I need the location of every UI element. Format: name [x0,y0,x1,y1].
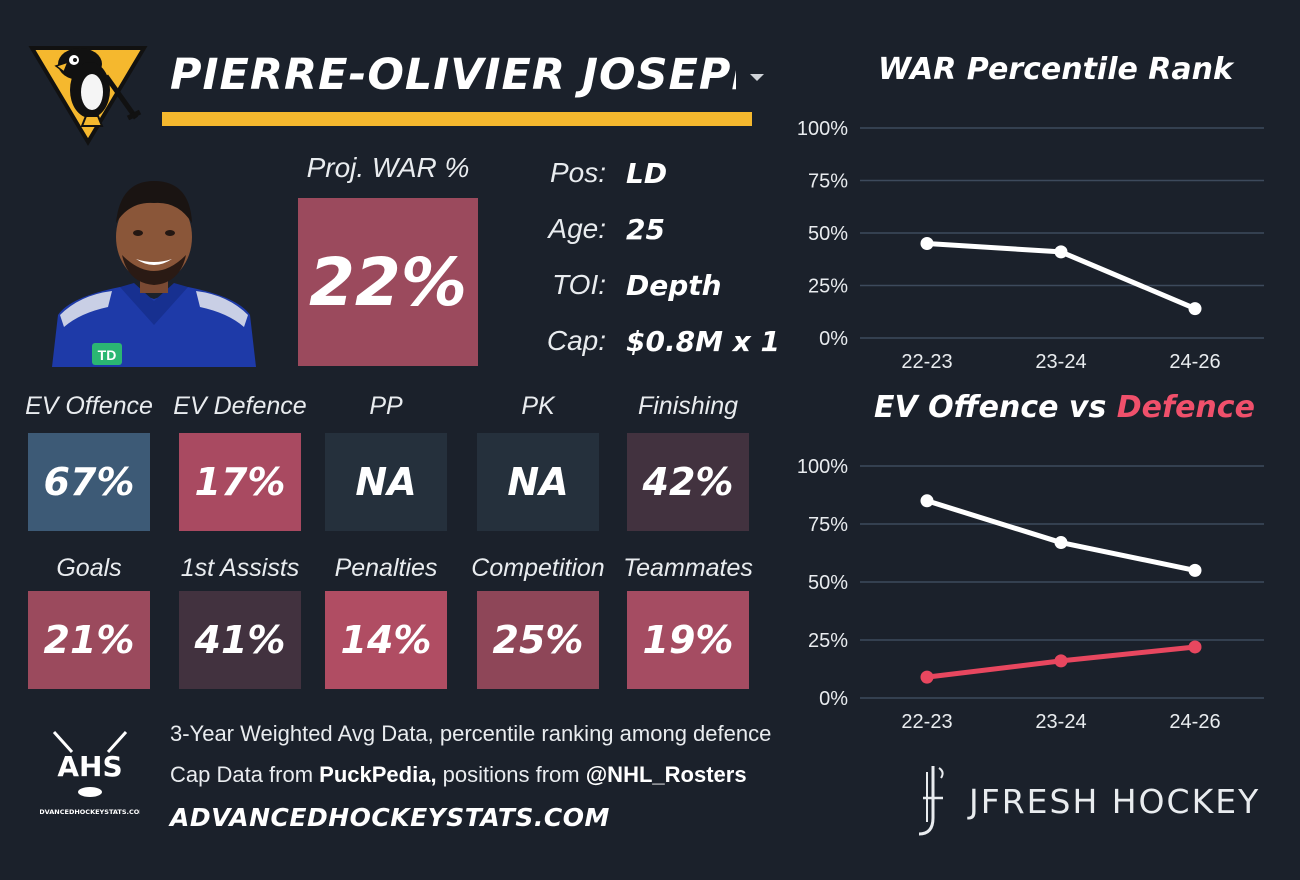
tile-label-pk: PK [521,392,555,420]
info-label: Age: [548,213,606,244]
x-tick-label: 23-24 [1035,711,1086,733]
y-tick-label: 25% [808,630,848,652]
proj-war-label: Proj. WAR % [306,152,470,183]
info-cap: Cap: $0.8M x 1 [520,321,780,361]
chart-ev-svg: 0% 25% 50% 75% 100% 22-23 23-24 24-26 [797,456,1264,733]
tile-label-teammates: Teammates [623,554,753,582]
tile-competition: 25% [477,591,599,689]
footer-sources-pre: Cap Data from [170,762,320,787]
tile-ev-defence: 17% [179,433,301,531]
chart-ev-title: EV Offence vs Defence [874,390,1255,425]
tile-finishing: 42% [627,433,749,531]
tile-pp: NA [325,433,447,531]
data-point [920,494,934,508]
tile-label-goals: Goals [56,554,122,582]
tile-goals: 21% [28,591,150,689]
data-point [1188,563,1202,577]
chart-war-percentile: 0% 25% 50% 75% 100% 22-23 23-24 24-26 [780,110,1280,380]
tile-label-pp: PP [369,392,403,420]
data-point [920,670,934,684]
data-point [1188,640,1202,654]
info-label: Pos: [549,157,606,188]
data-point [1054,654,1068,668]
y-tick-label: 50% [808,572,848,594]
info-value: 25 [626,212,665,246]
x-tick-label: 24-26 [1169,711,1220,733]
info-value: LD [626,156,668,190]
tile-ev-offence: 67% [28,433,150,531]
player-name: PIERRE-OLIVIER JOSEPH [170,50,736,100]
y-tick-label: 0% [819,328,848,350]
tile-first-assists: 41% [179,591,301,689]
tile-penalties: 14% [325,591,447,689]
info-label: TOI: [552,269,606,300]
chart-war-svg: 0% 25% 50% 75% 100% 22-23 23-24 24-26 [797,118,1264,373]
ahs-logo[interactable]: AHS ADVANCEDHOCKEYSTATS.COM [34,722,146,822]
chart-ev-title-part1: EV Offence vs [874,390,1117,425]
tile-label-ev-defence: EV Defence [173,392,307,420]
tile-label-first-assists: 1st Assists [180,554,300,582]
y-tick-label: 75% [808,171,848,193]
y-tick-label: 0% [819,688,848,710]
tile-label-ev-offence: EV Offence [25,392,153,420]
tile-teammates: 19% [627,591,749,689]
info-position: Pos: LD [520,153,667,193]
x-tick-label: 22-23 [901,711,952,733]
x-tick-label: 23-24 [1035,351,1086,373]
series-line [926,498,1196,573]
info-value: $0.8M x 1 [626,324,780,358]
y-tick-label: 100% [797,456,848,478]
jfresh-brand-text: JFRESH HOCKEY [969,781,1261,821]
chart-war-title: WAR Percentile Rank [878,52,1233,87]
info-value: Depth [626,268,722,302]
jfresh-logo-icon [918,766,944,836]
player-photo: TD [50,175,258,367]
y-tick-label: 25% [808,276,848,298]
x-tick-label: 24-26 [1169,351,1220,373]
chart-ev-title-part2: Defence [1116,390,1255,425]
info-toi: TOI: Depth [520,265,722,305]
puckpedia-link[interactable]: PuckPedia, [319,762,437,787]
proj-war-value: 22% [298,198,478,366]
title-underline [162,112,752,126]
data-point [920,237,934,250]
y-tick-label: 75% [808,514,848,536]
svg-text:TD: TD [98,347,117,363]
tile-label-finishing: Finishing [637,392,739,420]
info-label: Cap: [546,325,606,356]
data-point [1188,302,1202,316]
nhl-rosters-link[interactable]: @NHL_Rosters [585,762,747,787]
team-logo [28,30,148,150]
tile-pk: NA [477,433,599,531]
footer-sources: Cap Data from PuckPedia, positions from … [170,762,747,788]
footer-sources-mid: positions from [436,762,586,787]
info-age: Age: 25 [520,209,665,249]
data-point [1054,245,1068,259]
site-url-link[interactable]: ADVANCEDHOCKEYSTATS.COM [170,803,610,832]
footer-methodology: 3-Year Weighted Avg Data, percentile ran… [170,721,772,746]
chart-ev-offence-defence: 0% 25% 50% 75% 100% 22-23 23-24 24-26 [780,448,1280,738]
y-tick-label: 100% [797,118,848,140]
player-select[interactable]: PIERRE-OLIVIER JOSEPH [170,44,770,106]
y-tick-label: 50% [808,223,848,245]
chevron-down-icon[interactable] [750,73,764,81]
data-point [1054,536,1068,550]
tile-label-penalties: Penalties [334,554,438,582]
ahs-logo-text: AHS [57,750,122,783]
ahs-logo-subtext: ADVANCEDHOCKEYSTATS.COM [40,808,140,816]
x-tick-label: 22-23 [901,351,952,373]
tile-label-competition: Competition [471,554,605,582]
jfresh-brand[interactable]: JFRESH HOCKEY [905,762,1260,840]
